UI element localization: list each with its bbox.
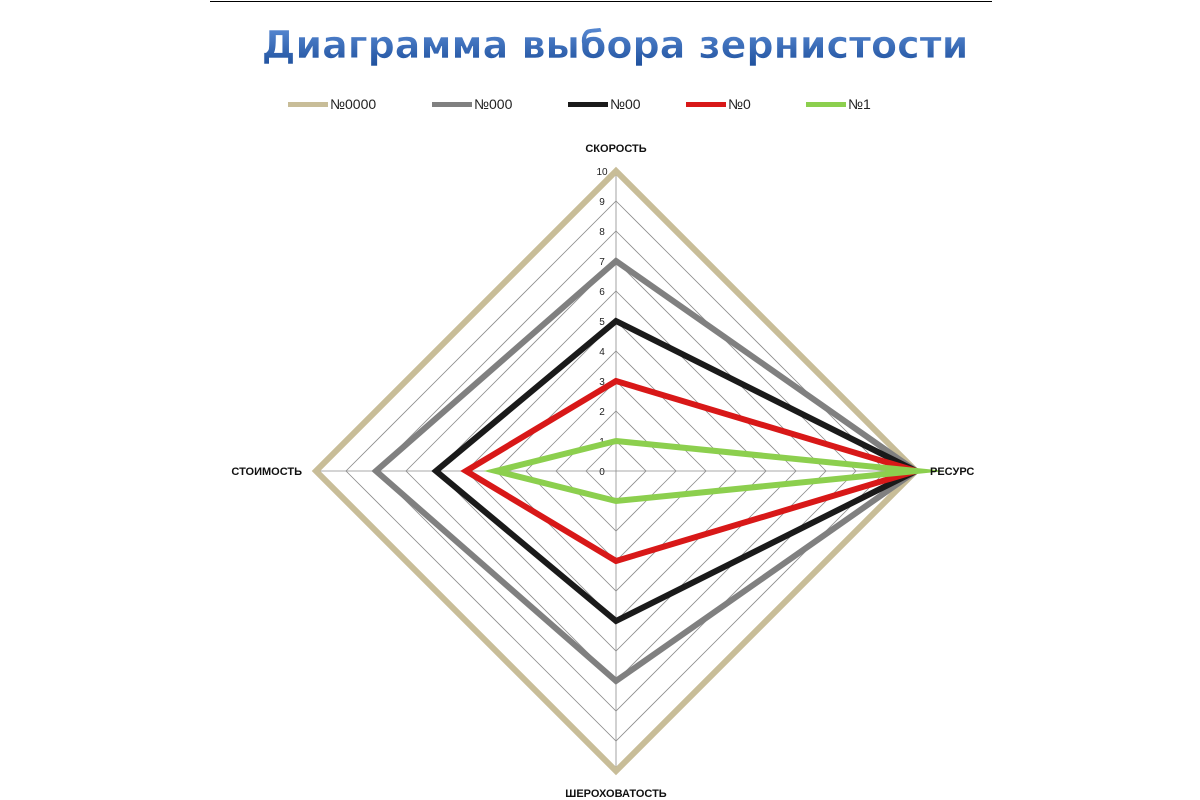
legend-swatch — [432, 101, 472, 107]
series-layer — [311, 166, 947, 776]
legend: №0000 №000 №00 №0 №1 — [0, 92, 1200, 116]
legend-label: №0000 — [330, 96, 377, 112]
tick-label: 0 — [599, 467, 605, 478]
series-line — [460, 377, 927, 565]
series-line — [311, 166, 921, 776]
axis-label-left: СТОИМОСТЬ — [231, 466, 302, 478]
chart-title-wrapper: Диаграмма выбора зернистости — [261, 23, 969, 68]
legend-label: №1 — [848, 96, 871, 112]
legend-item: №0000 — [288, 92, 376, 116]
legend-item: №0 — [686, 92, 751, 116]
tick-label: 8 — [599, 227, 605, 238]
series-line — [431, 317, 923, 625]
legend-item: №1 — [806, 92, 871, 116]
tick-label: 4 — [599, 347, 605, 358]
axis-label-right: РЕСУРС — [930, 466, 974, 478]
legend-swatch — [568, 101, 608, 107]
legend-label: №0 — [728, 96, 751, 112]
legend-swatch — [288, 101, 328, 107]
legend-swatch — [686, 101, 726, 107]
tick-label: 5 — [599, 317, 605, 328]
series-line — [371, 257, 922, 685]
legend-item: №000 — [432, 92, 512, 116]
tick-label: 7 — [599, 257, 605, 268]
series-line — [483, 437, 947, 505]
top-rule — [210, 1, 992, 2]
tick-label: 6 — [599, 287, 605, 298]
legend-swatch — [806, 101, 846, 107]
tick-label: 2 — [599, 407, 605, 418]
chart-title: Диаграмма выбора зернистости — [262, 23, 969, 67]
axis-label-top: СКОРОСТЬ — [585, 143, 646, 155]
tick-label: 9 — [599, 197, 605, 208]
axis-label-bottom: ШЕРОХОВАТОСТЬ — [565, 788, 667, 800]
legend-label: №00 — [610, 96, 641, 112]
legend-item: №00 — [568, 92, 641, 116]
tick-label: 10 — [596, 167, 608, 178]
tick-label: 3 — [599, 377, 605, 388]
legend-label: №000 — [474, 96, 513, 112]
